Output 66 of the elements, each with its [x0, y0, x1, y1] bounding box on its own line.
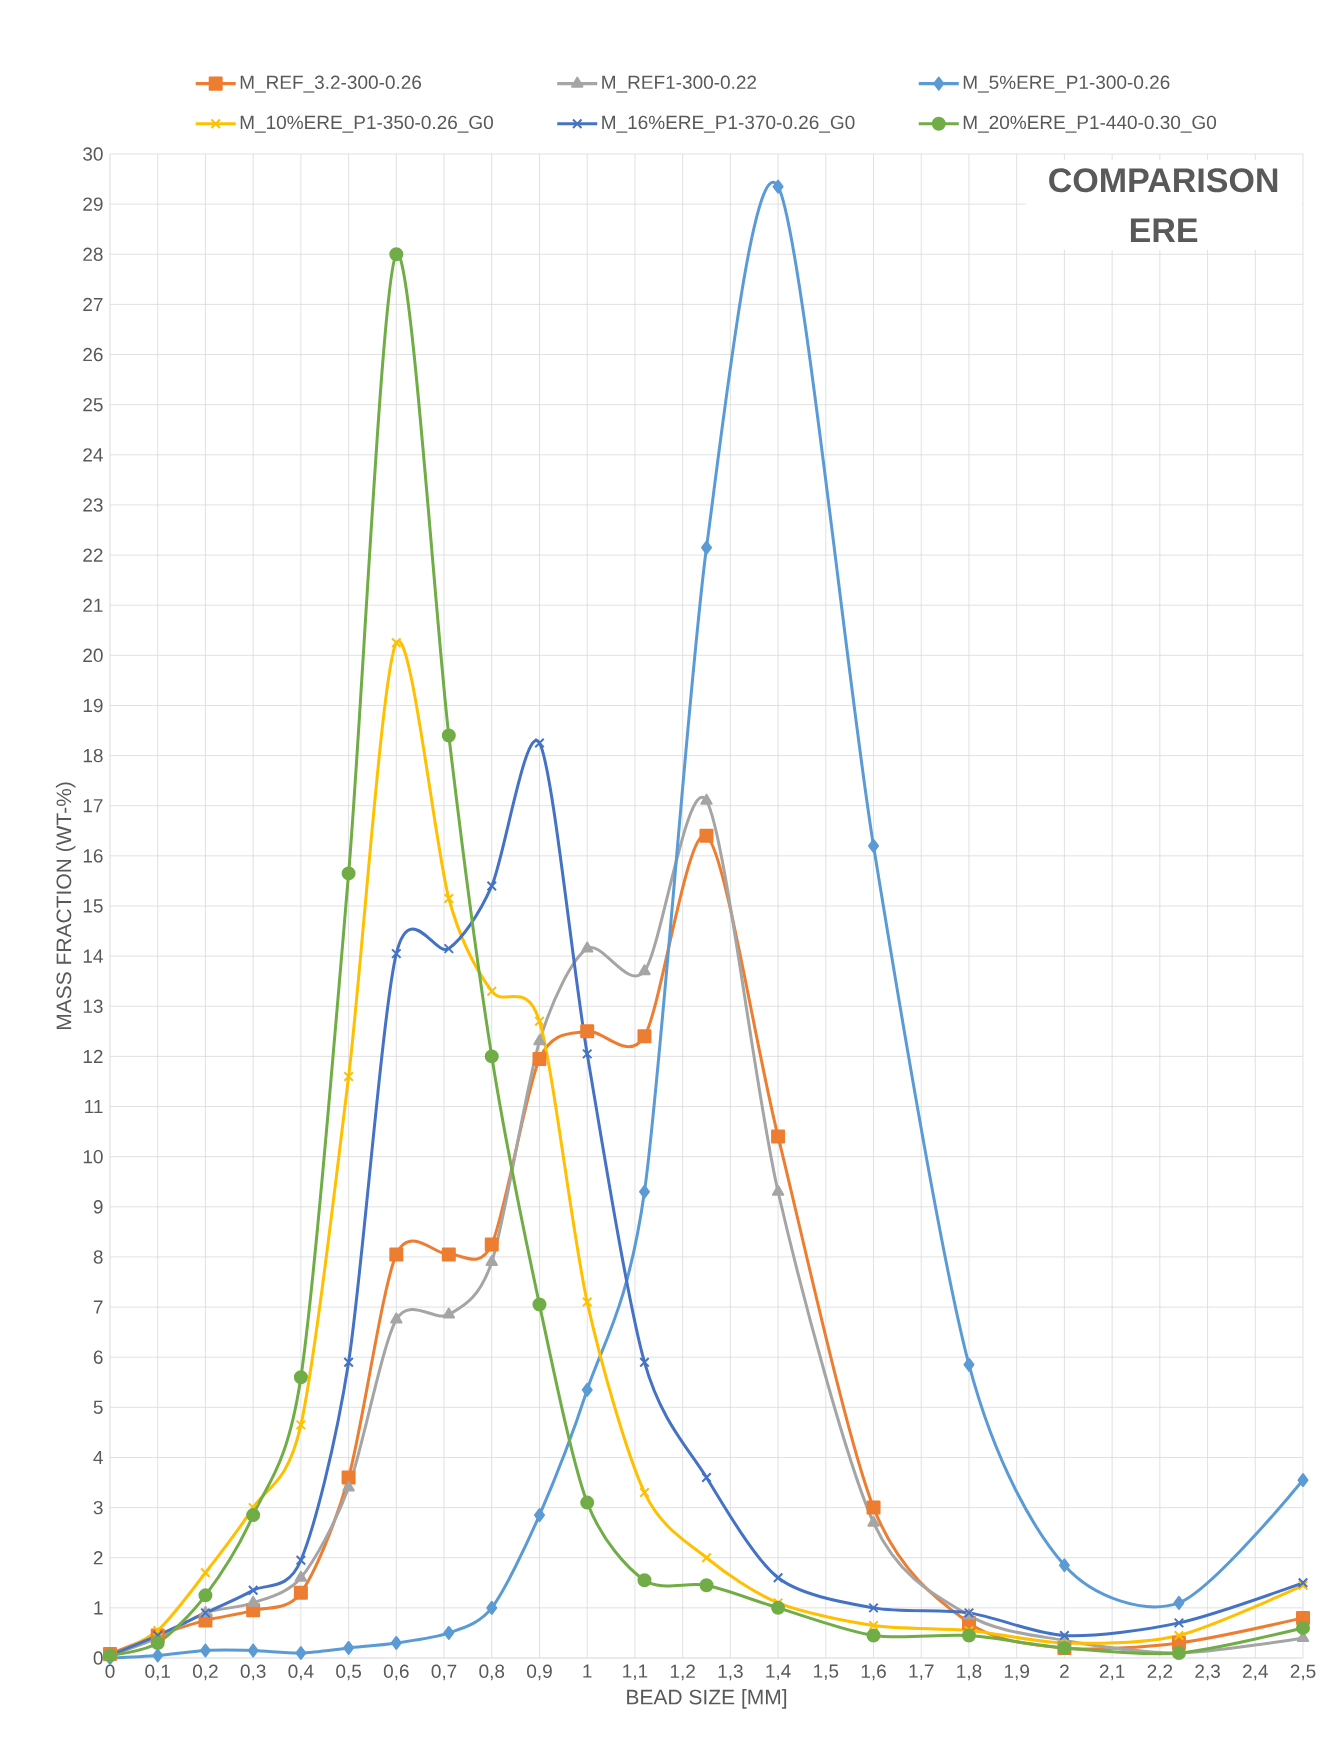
- x-tick-label: 0,7: [431, 1664, 457, 1681]
- y-tick-label: 23: [83, 498, 103, 512]
- x-tick-label: 1: [583, 1664, 592, 1678]
- legend-label: M_20%ERE_P1-440-0.30_G0: [963, 115, 1217, 133]
- y-tick-label: 7: [93, 1300, 103, 1314]
- legend-label: M_10%ERE_P1-350-0.26_G0: [240, 115, 493, 133]
- legend-label: M_REF_3.2-300-0.26: [240, 75, 422, 93]
- x-tick-label: 0,8: [479, 1664, 505, 1681]
- x-tick-label: 0,5: [336, 1664, 362, 1681]
- y-tick-label: 13: [83, 999, 103, 1013]
- x-tick-label: 1,7: [909, 1664, 934, 1681]
- y-tick-label: 12: [83, 1049, 103, 1064]
- x-tick-label: 1,2: [670, 1664, 695, 1681]
- x-tick-label: 2,1: [1099, 1664, 1125, 1681]
- x-tick-label: 0,2: [192, 1664, 218, 1681]
- legend-label: M_5%ERE_P1-300-0.26: [963, 75, 1170, 93]
- x-tick-label: 1,8: [957, 1664, 982, 1681]
- y-tick-label: 4: [93, 1450, 103, 1465]
- y-tick-label: 16: [83, 849, 103, 863]
- x-tick-label: 0,4: [288, 1664, 314, 1681]
- x-tick-label: 1,1: [623, 1664, 648, 1681]
- y-tick-label: 27: [83, 297, 103, 312]
- y-tick-label: 30: [83, 147, 103, 161]
- x-tick-label: 0,6: [383, 1664, 409, 1681]
- x-tick-label: 1,3: [718, 1664, 743, 1681]
- x-tick-label: 2,2: [1147, 1664, 1173, 1681]
- y-tick-label: 24: [83, 448, 103, 462]
- y-tick-label: 21: [83, 598, 103, 612]
- y-tick-label: 0: [93, 1651, 103, 1665]
- x-tick-label: 0,9: [527, 1664, 552, 1681]
- y-tick-label: 20: [83, 648, 103, 663]
- y-tick-label: 29: [83, 197, 103, 211]
- y-tick-label: 15: [83, 899, 103, 913]
- y-tick-label: 11: [85, 1099, 103, 1114]
- x-tick-label: 1,4: [766, 1664, 791, 1681]
- y-tick-label: 26: [83, 347, 103, 362]
- x-tick-label: 0,3: [240, 1664, 266, 1681]
- y-tick-label: 8: [93, 1250, 103, 1264]
- y-tick-label: 9: [93, 1200, 103, 1214]
- y-tick-label: 6: [93, 1350, 103, 1364]
- y-tick-label: 5: [93, 1400, 103, 1414]
- y-tick-label: 1: [94, 1601, 103, 1615]
- y-tick-label: 18: [83, 748, 103, 763]
- y-tick-label: 17: [83, 799, 103, 813]
- x-tick-label: 0,1: [145, 1664, 170, 1681]
- x-tick-label: 1,6: [861, 1664, 886, 1681]
- y-tick-label: 28: [83, 247, 103, 261]
- legend-label: M_REF1-300-0.22: [602, 75, 757, 93]
- y-tick-label: 22: [83, 548, 103, 562]
- text: COMPARISON ERE: [1049, 168, 1278, 242]
- y-tick-label: 10: [83, 1149, 103, 1164]
- y-tick-label: 25: [83, 397, 103, 412]
- x-tick-label: 0: [105, 1664, 115, 1678]
- x-tick-label: 1,9: [1004, 1664, 1029, 1681]
- x-tick-label: 2,3: [1195, 1664, 1220, 1681]
- x-tick-label: 2,5: [1290, 1664, 1316, 1681]
- x-axis-title: BEAD SIZE [MM]: [627, 1689, 787, 1709]
- y-tick-label: 19: [83, 698, 103, 713]
- y-axis-title: MASS FRACTION (WT-%): [55, 782, 76, 1030]
- y-tick-label: 3: [93, 1500, 103, 1515]
- legend-label: M_16%ERE_P1-370-0.26_G0: [602, 115, 855, 133]
- x-tick-label: 2,4: [1243, 1664, 1268, 1681]
- y-tick-label: 14: [83, 949, 103, 963]
- y-tick-label: 2: [93, 1551, 103, 1565]
- x-tick-label: 2: [1060, 1664, 1069, 1678]
- x-tick-label: 1,5: [814, 1664, 839, 1681]
